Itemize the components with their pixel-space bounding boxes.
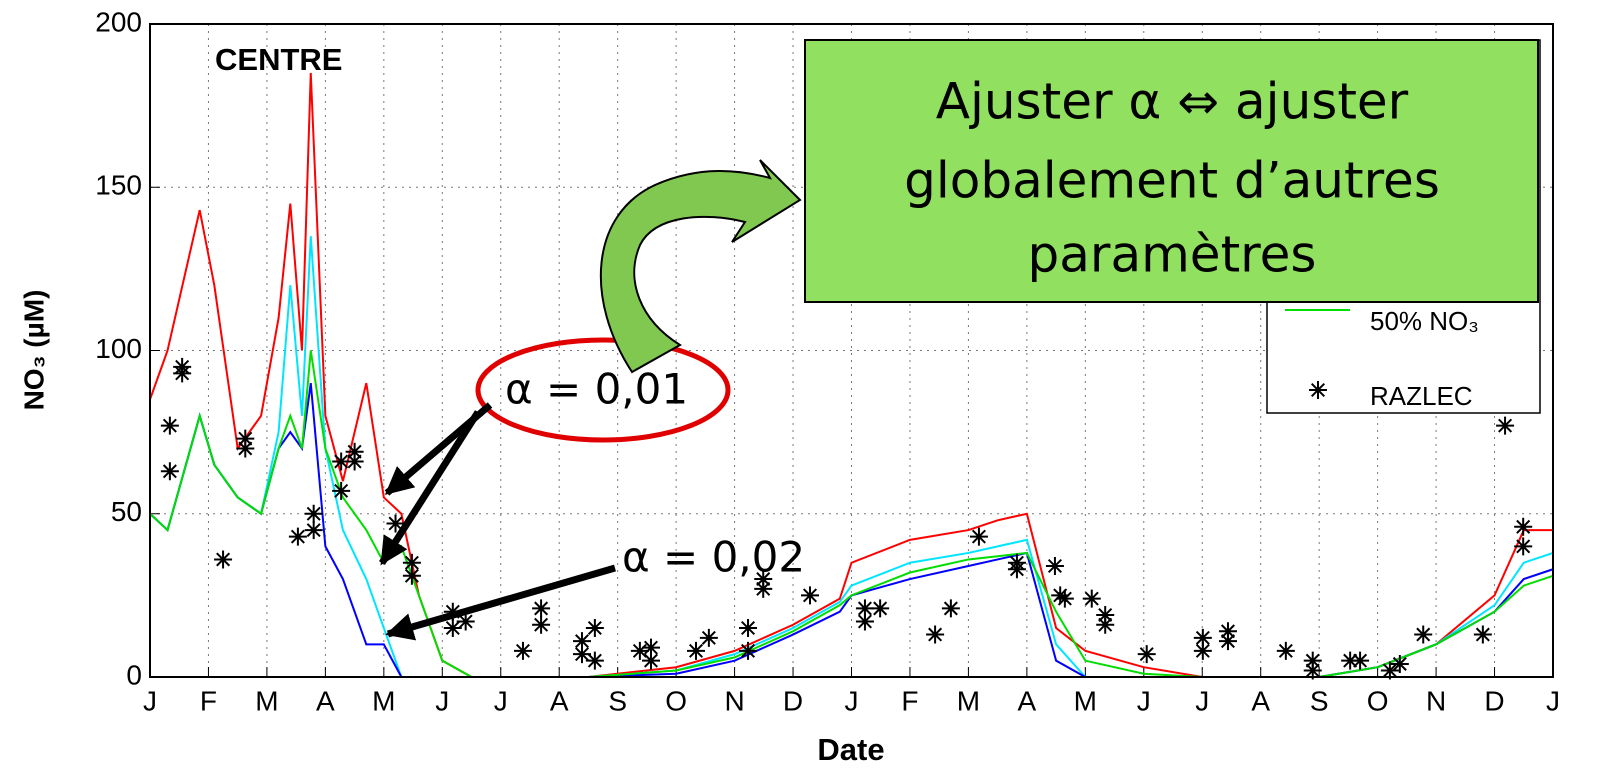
scatter-point: [1277, 642, 1295, 660]
x-tick-label: M: [1074, 685, 1097, 716]
y-tick-label: 50: [111, 496, 142, 527]
scatter-point: [173, 364, 191, 382]
curved-arrow: [601, 160, 800, 372]
scatter-point: [1096, 616, 1114, 634]
legend-symbol: [1309, 381, 1327, 399]
x-tick-label: F: [200, 685, 217, 716]
scatter-point: [1083, 590, 1101, 608]
x-tick-label: N: [724, 685, 744, 716]
y-tick-label: 150: [95, 170, 142, 201]
scatter-point: [801, 586, 819, 604]
scatter-point: [586, 619, 604, 637]
x-tick-label: J: [1195, 685, 1209, 716]
scatter-point: [1194, 642, 1212, 660]
x-tick-label: J: [1137, 685, 1151, 716]
callout-text: globalement d’autres: [904, 152, 1440, 210]
scatter-point: [586, 652, 604, 670]
scatter-point: [305, 521, 323, 539]
scatter-point: [1514, 537, 1532, 555]
scatter-point: [346, 453, 364, 471]
annotation: α = 0,02: [622, 533, 805, 582]
scatter-point: [161, 417, 179, 435]
scatter-point: [514, 642, 532, 660]
scatter-point: [926, 626, 944, 644]
x-tick-label: S: [608, 685, 627, 716]
scatter-point: [970, 528, 988, 546]
x-tick-label: A: [550, 685, 569, 716]
scatter-point: [1219, 632, 1237, 650]
y-axis-label: NO₃ (µM): [18, 290, 49, 411]
x-tick-label: J: [143, 685, 157, 716]
scatter-point: [214, 550, 232, 568]
scatter-point: [856, 612, 874, 630]
scatter-point: [700, 629, 718, 647]
legend-label: RAZLEC: [1370, 381, 1473, 411]
x-tick-label: D: [1484, 685, 1504, 716]
x-tick-label: A: [1018, 685, 1037, 716]
scatter-point: [1496, 417, 1514, 435]
scatter-point: [687, 642, 705, 660]
y-tick-label: 100: [95, 333, 142, 364]
y-tick-label: 0: [126, 659, 142, 690]
annotation: α = 0,01: [505, 365, 688, 414]
scatter-point: [332, 482, 350, 500]
y-tick-label: 200: [95, 6, 142, 37]
scatter-point: [1414, 626, 1432, 644]
x-tick-label: J: [435, 685, 449, 716]
scatter-point: [739, 642, 757, 660]
scatter-point: [1351, 652, 1369, 670]
series-line: [150, 383, 1553, 677]
legend-label: 50% NO₃: [1370, 306, 1479, 336]
x-tick-label: M: [255, 685, 278, 716]
callout-text: paramètres: [1028, 226, 1317, 284]
x-tick-label: J: [1546, 685, 1560, 716]
x-tick-label: O: [665, 685, 687, 716]
callout-text: Ajuster α ⇔ ajuster: [936, 73, 1409, 131]
x-tick-label: N: [1426, 685, 1446, 716]
x-tick-label: A: [316, 685, 335, 716]
scatter-point: [739, 619, 757, 637]
x-tick-label: S: [1310, 685, 1329, 716]
scatter-point: [236, 439, 254, 457]
scatter-point: [305, 505, 323, 523]
scatter-point: [532, 599, 550, 617]
x-axis-label: Date: [817, 732, 884, 767]
x-tick-label: O: [1367, 685, 1389, 716]
scatter-point: [1046, 557, 1064, 575]
scatter-point: [289, 528, 307, 546]
scatter-point: [161, 462, 179, 480]
scatter-point: [1514, 518, 1532, 536]
x-tick-label: J: [845, 685, 859, 716]
x-tick-label: A: [1251, 685, 1270, 716]
scatter-point: [871, 599, 889, 617]
scatter-point: [642, 652, 660, 670]
arrow: [388, 568, 615, 634]
scatter-point: [1474, 626, 1492, 644]
x-tick-label: M: [957, 685, 980, 716]
chart: 0 50 100 150 200 J F M A M J J A S O N D J F M A M J J A S O N D J CE…: [0, 0, 1603, 784]
x-tick-label: F: [901, 685, 918, 716]
scatter-point: [942, 599, 960, 617]
scatter-point: [1056, 590, 1074, 608]
x-tick-label: M: [372, 685, 395, 716]
x-tick-label: D: [783, 685, 803, 716]
x-tick-label: J: [494, 685, 508, 716]
scatter-point: [1138, 645, 1156, 663]
scatter-point: [403, 567, 421, 585]
chart-title: CENTRE: [215, 42, 342, 77]
scatter-point: [532, 616, 550, 634]
